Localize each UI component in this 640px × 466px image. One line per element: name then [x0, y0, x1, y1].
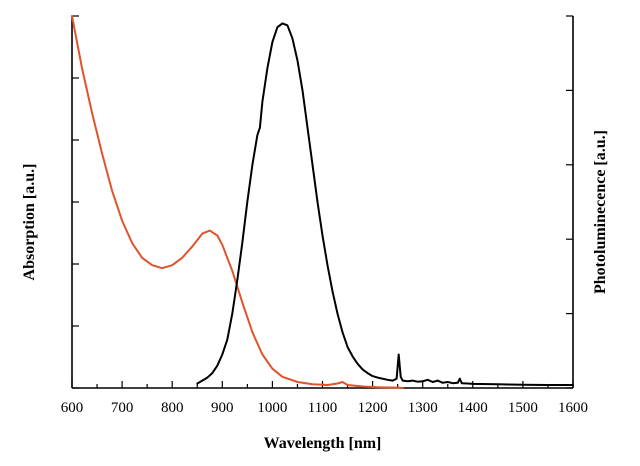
x-axis-title: Wavelength [nm] [264, 435, 382, 452]
x-tick-label: 1000 [257, 400, 287, 416]
x-tick-label: 1300 [408, 400, 438, 416]
x-tick-label: 800 [161, 400, 184, 416]
x-tick-label: 1100 [308, 400, 337, 416]
x-tick-label: 1600 [558, 400, 588, 416]
tick-marks [71, 15, 574, 389]
x-tick-label: 1500 [508, 400, 538, 416]
x-tick-label: 900 [211, 400, 234, 416]
x-tick-label: 1400 [458, 400, 488, 416]
data-series [71, 15, 574, 389]
x-tick-label: 600 [61, 400, 84, 416]
right-y-axis-title: Photoluminecence [a.u.] [592, 130, 609, 294]
x-tick-labels: 600 700 800 900 1000 1100 1200 1300 1400 1500 1600 [61, 400, 588, 416]
x-tick-label: 700 [111, 400, 134, 416]
plot-axes [71, 16, 574, 389]
x-tick-label: 1200 [358, 400, 388, 416]
absorption-series-line [71, 15, 404, 389]
photoluminescence-series-line [196, 22, 574, 386]
left-y-axis-title: Absorption [a.u.] [21, 164, 38, 281]
